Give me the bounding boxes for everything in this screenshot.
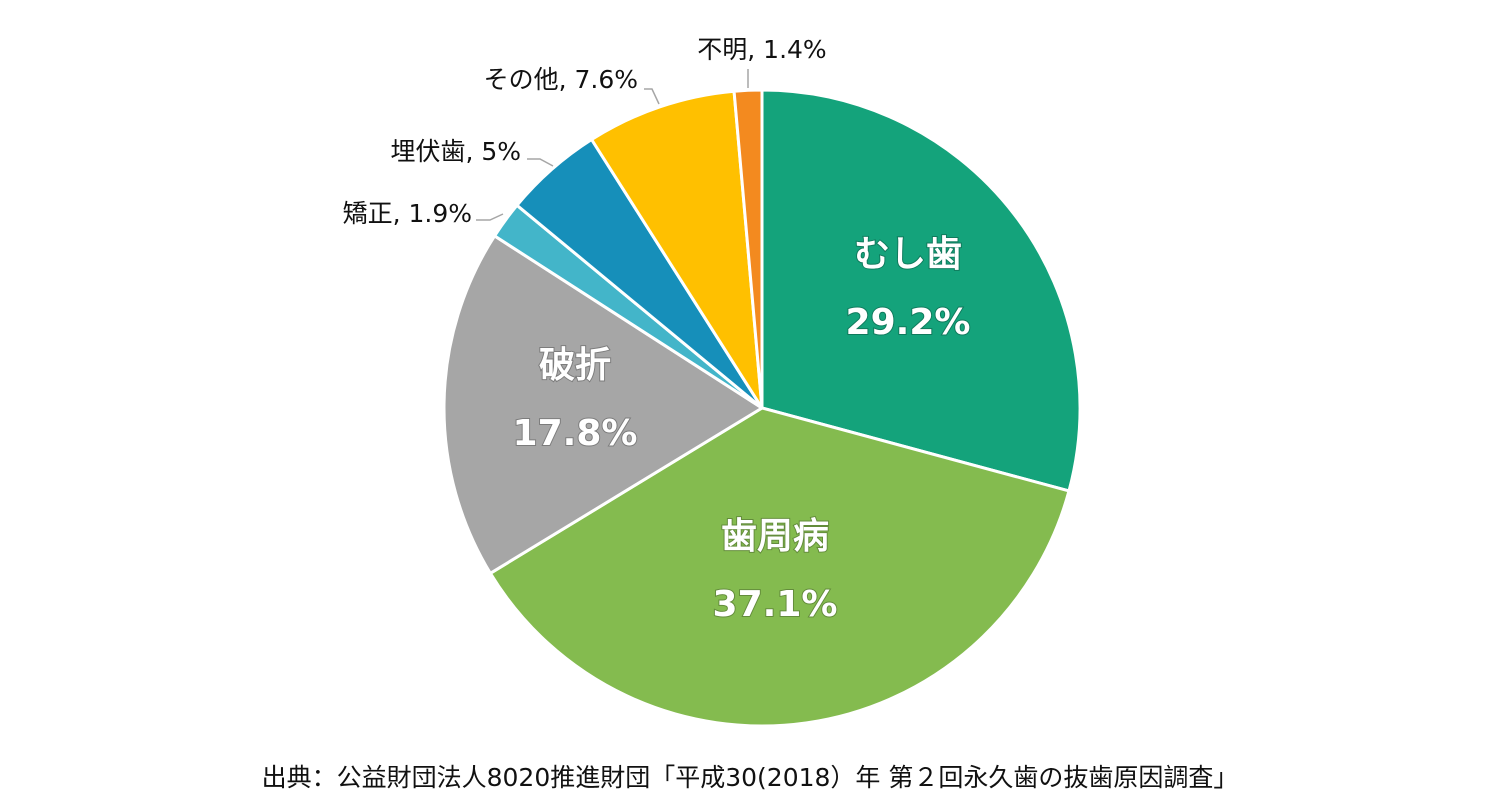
pie-slice-5 <box>589 89 764 409</box>
source-note: 出典：公益財団法人8020推進財団「平成30(2018）年 第２回永久歯の抜歯原… <box>261 763 1239 792</box>
slice-label: 埋伏歯, 5% <box>390 137 521 166</box>
slice-name-label: むし歯 <box>854 234 962 275</box>
slice-name-label: 破折 <box>539 345 611 386</box>
pie-slice-1 <box>488 406 1071 728</box>
pie-slice-6 <box>732 88 764 409</box>
pie-slice-0 <box>760 88 1082 493</box>
pie-slice-2 <box>442 233 765 576</box>
leader-line <box>527 158 554 167</box>
slice-value-label: 37.1% <box>713 584 838 625</box>
slice-label: 不明, 1.4% <box>697 35 826 64</box>
leader-line <box>476 213 504 221</box>
slice-value-label: 29.2% <box>846 302 971 343</box>
slice-label: 矯正, 1.9% <box>343 199 472 228</box>
slice-name-label: 歯周病 <box>721 516 829 557</box>
slice-label: その他, 7.6% <box>484 65 638 94</box>
leader-line <box>644 88 660 105</box>
slice-value-label: 17.8% <box>513 413 638 454</box>
